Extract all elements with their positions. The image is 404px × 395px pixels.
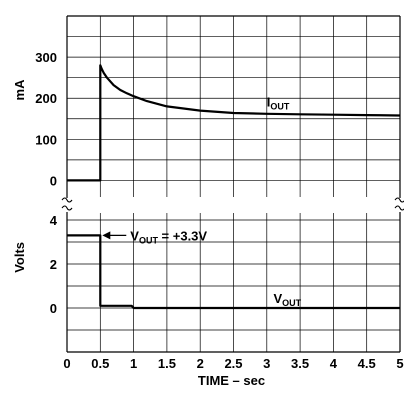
x-tick-label: 3.5 xyxy=(291,356,309,371)
y-tick-label: 4 xyxy=(50,213,58,228)
x-tick-label: 4 xyxy=(330,356,338,371)
grid-layer xyxy=(67,16,400,352)
x-tick-label: 1 xyxy=(130,356,137,371)
y-tick-label: 0 xyxy=(50,173,57,188)
y-tick-label: 200 xyxy=(35,91,57,106)
plot-frame xyxy=(61,15,404,353)
axis-break-mark xyxy=(61,205,73,211)
y-tick-label: 100 xyxy=(35,132,57,147)
arrow-head-icon xyxy=(102,231,111,240)
x-tick-label: 3 xyxy=(263,356,270,371)
x-tick-label: 5 xyxy=(396,356,403,371)
x-tick-label: 4.5 xyxy=(358,356,376,371)
axis-break-mark xyxy=(61,197,73,203)
y-tick-label: 2 xyxy=(50,257,57,272)
series-layer xyxy=(67,64,401,310)
series-annotation: VOUT xyxy=(273,291,301,308)
y-axis-title-voltage: Volts xyxy=(12,242,27,273)
y-tick-label: 300 xyxy=(35,50,57,65)
series-annotation: IOUT xyxy=(267,95,290,112)
x-tick-label: 0.5 xyxy=(91,356,109,371)
series-line-vout xyxy=(67,234,400,310)
annotations: IOUT VOUT = +3.3V VOUT xyxy=(102,95,302,308)
x-tick-label: 2.5 xyxy=(224,356,242,371)
axis-break-mark xyxy=(394,205,404,211)
x-axis-title: TIME – sec xyxy=(198,373,265,388)
x-tick-label: 0 xyxy=(63,356,70,371)
y-tick-label: 0 xyxy=(50,301,57,316)
series-annotation: VOUT = +3.3V xyxy=(130,228,207,245)
x-tick-label: 1.5 xyxy=(158,356,176,371)
series-line-iout xyxy=(67,64,401,182)
axis-break-mark xyxy=(394,197,404,203)
y-axis-title-current: mA xyxy=(12,79,27,101)
x-tick-label: 2 xyxy=(197,356,204,371)
tick-labels: 0 0.5 1 1.5 2 2.5 3 3.5 4 4.5 5 0 100 200 300 0 2 4 xyxy=(35,50,403,371)
